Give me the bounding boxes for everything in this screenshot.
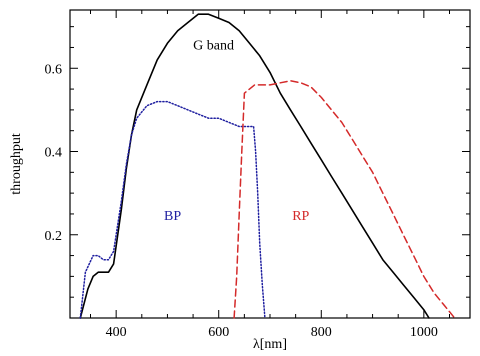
x-tick-label: 400 bbox=[106, 325, 127, 340]
label-bp: BP bbox=[164, 209, 181, 224]
curves bbox=[79, 13, 456, 319]
plot-frame bbox=[69, 9, 471, 319]
curve-rp bbox=[233, 80, 456, 319]
y-tick-label: 0.2 bbox=[45, 229, 63, 244]
y-tick-label: 0.6 bbox=[45, 62, 63, 77]
axis-ticks bbox=[70, 10, 470, 318]
curve-labels: G band BP RP bbox=[164, 39, 310, 225]
curve-g-band bbox=[79, 13, 430, 319]
axis-tick-labels: 400 600 800 1000 0.2 0.4 0.6 bbox=[45, 62, 438, 340]
x-tick-label: 600 bbox=[208, 325, 229, 340]
x-axis-label: λ[nm] bbox=[253, 337, 287, 352]
label-g-band: G band bbox=[193, 39, 234, 54]
label-rp: RP bbox=[292, 209, 309, 224]
y-axis-label: throughput bbox=[9, 133, 24, 195]
x-tick-label: 800 bbox=[311, 325, 332, 340]
x-tick-label: 1000 bbox=[410, 325, 438, 340]
y-tick-label: 0.4 bbox=[45, 146, 63, 161]
curve-bp bbox=[79, 100, 266, 319]
